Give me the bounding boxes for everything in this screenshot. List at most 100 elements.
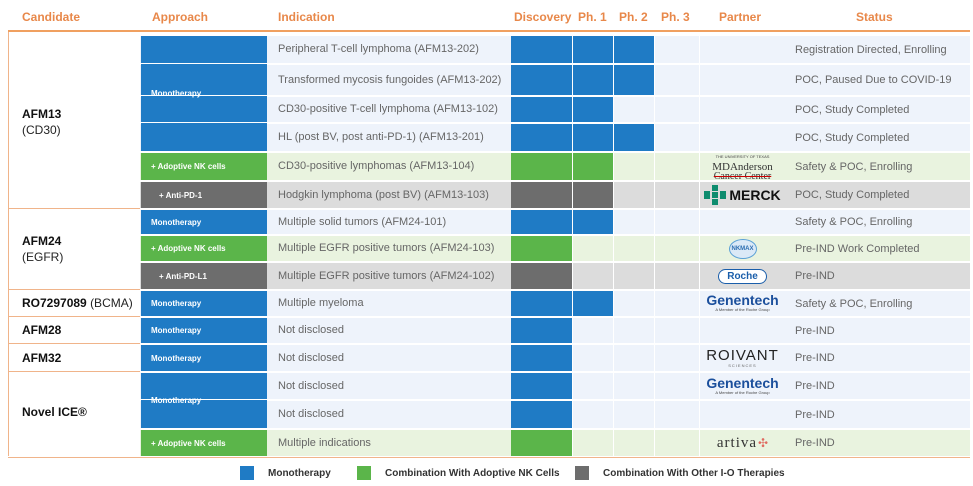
approach-novel-ice-monotherapy: Monotherapy xyxy=(141,373,267,428)
approach-afm13-adoptive-nk: + Adoptive NK cells xyxy=(141,153,267,180)
phase-column-divider xyxy=(654,36,655,456)
table-left-border xyxy=(8,32,9,456)
indication-cell: Not disclosed xyxy=(278,379,345,392)
partner-name: Roche xyxy=(718,268,767,284)
partner-name: NKMAX xyxy=(728,238,757,259)
merck-icon xyxy=(704,185,727,205)
header-rule xyxy=(8,30,970,32)
indication-cell: HL (post BV, post anti-PD-1) (AFM13-201) xyxy=(278,131,484,143)
indication-cell: Multiple solid tumors (AFM24-101) xyxy=(278,215,447,228)
phase-bar-discovery xyxy=(511,36,572,63)
phase-column-divider xyxy=(699,36,700,456)
status-cell: POC, Study Completed xyxy=(795,103,910,116)
row-separator xyxy=(140,289,970,290)
indication-cell: Not disclosed xyxy=(278,351,345,364)
phase-bar-discovery xyxy=(511,182,572,208)
indication-cell: Not disclosed xyxy=(278,408,345,420)
approach-ro7297089-monotherapy: Monotherapy xyxy=(141,291,267,316)
indication-cell: CD30-positive T-cell lymphoma (AFM13-102… xyxy=(278,103,498,115)
partner-name: artiva xyxy=(716,434,758,451)
status-cell: POC, Study Completed xyxy=(795,131,910,144)
row-separator xyxy=(140,151,970,152)
legend-swatch xyxy=(575,466,589,480)
approach-afm24-anti-pdl1: + Anti-PD-L1 xyxy=(141,263,267,289)
indication-cell: Multiple EGFR positive tumors (AFM24-103… xyxy=(278,242,495,254)
approach-afm28-monotherapy: Monotherapy xyxy=(141,318,267,343)
legend-label: Combination With Adoptive NK Cells xyxy=(385,467,560,479)
phase-column-divider xyxy=(572,36,573,456)
phase-bar-discovery xyxy=(511,291,572,316)
phase-bar-discovery xyxy=(511,345,572,371)
phase-bar-ph1 xyxy=(573,153,613,180)
legend-label: Combination With Other I-O Therapies xyxy=(603,467,785,479)
header-discovery: Discovery xyxy=(514,10,572,24)
status-cell: Registration Directed, Enrolling xyxy=(795,43,947,56)
phase-bar-ph1 xyxy=(573,291,613,316)
status-cell: Safety & POC, Enrolling xyxy=(795,216,913,228)
row-separator xyxy=(140,399,970,400)
status-cell: POC, Study Completed xyxy=(795,189,910,201)
header-ph1: Ph. 1 xyxy=(578,10,607,24)
partner-name: Genentech xyxy=(706,292,779,308)
header-candidate: Candidate xyxy=(22,10,81,24)
legend-label: Monotherapy xyxy=(268,467,331,479)
phase-bar-ph2 xyxy=(614,65,654,95)
phase-bar-ph1 xyxy=(573,210,613,234)
approach-afm24-monotherapy: Monotherapy xyxy=(141,210,267,234)
phase-bar-ph1 xyxy=(573,97,613,122)
partner-merck-logo: MERCK xyxy=(700,183,785,207)
row-separator xyxy=(140,122,970,123)
partner-tagline: THE UNIVERSITY OF TEXAS xyxy=(715,153,770,159)
status-cell: Safety & POC, Enrolling xyxy=(795,160,913,173)
status-cell: Pre-IND xyxy=(795,352,835,364)
status-cell: POC, Paused Due to COVID-19 xyxy=(795,74,952,86)
approach-novel-ice-adoptive-nk: + Adoptive NK cells xyxy=(141,430,267,456)
status-cell: Pre-IND xyxy=(795,380,835,392)
candidate-name: Novel ICE® xyxy=(22,405,87,419)
partner-roche-logo: Roche xyxy=(700,263,785,289)
phase-bar-discovery xyxy=(511,318,572,343)
header-status: Status xyxy=(856,10,893,24)
phase-bar-ph1 xyxy=(573,182,613,208)
indication-cell: Not disclosed xyxy=(278,324,345,336)
status-cell: Safety & POC, Enrolling xyxy=(795,297,913,310)
indication-cell: Multiple indications xyxy=(278,436,371,449)
indication-cell: Multiple myeloma xyxy=(278,297,364,309)
phase-bar-ph1 xyxy=(573,36,613,63)
candidate-name: RO7297089 xyxy=(22,296,87,310)
partner-name: Genentech xyxy=(706,375,779,391)
candidate-target: (CD30) xyxy=(22,123,61,137)
approach-afm13-monotherapy: Monotherapy xyxy=(141,36,267,151)
partner-name-line2: Cancer Center xyxy=(713,170,772,182)
phase-bar-ph2 xyxy=(614,124,654,151)
indication-cell: Hodgkin lymphoma (post BV) (AFM13-103) xyxy=(278,188,489,201)
header-approach: Approach xyxy=(152,10,209,24)
phase-bar-ph1 xyxy=(573,124,613,151)
phase-bar-discovery xyxy=(511,373,572,399)
partner-md-anderson-logo: THE UNIVERSITY OF TEXAS MDAnderson Cance… xyxy=(700,153,785,182)
candidate-name: AFM24 xyxy=(22,234,62,248)
phase-bar-ph2 xyxy=(614,36,654,63)
row-separator xyxy=(140,208,970,209)
phase-bar-discovery xyxy=(511,210,572,234)
phase-bar-ph1 xyxy=(573,65,613,95)
phase-column-divider xyxy=(613,36,614,456)
candidate-afm32: AFM32 xyxy=(22,350,61,366)
status-cell: Pre-IND xyxy=(795,270,835,282)
approach-afm32-monotherapy: Monotherapy xyxy=(141,345,267,371)
partner-name: ROIVANT xyxy=(706,346,779,364)
indication-cell: Multiple EGFR positive tumors (AFM24-102… xyxy=(278,269,495,282)
status-cell: Pre-IND xyxy=(795,324,835,337)
legend-item-monotherapy: Monotherapy xyxy=(240,466,331,480)
candidate-separator xyxy=(8,289,140,290)
candidate-separator xyxy=(8,371,140,372)
phase-bar-discovery xyxy=(511,65,572,95)
approach-afm13-anti-pd1: + Anti-PD-1 xyxy=(141,182,267,208)
status-cell: Pre-IND Work Completed xyxy=(795,242,920,255)
partner-nkmax-logo: NKMAX xyxy=(700,236,785,261)
partner-tagline: SCIENCES xyxy=(728,362,757,368)
row-separator xyxy=(140,95,970,96)
phase-bar-discovery xyxy=(511,124,572,151)
phase-bar-discovery xyxy=(511,236,572,261)
partner-genentech-logo-2: Genentech A Member of the Roche Group xyxy=(700,373,785,400)
